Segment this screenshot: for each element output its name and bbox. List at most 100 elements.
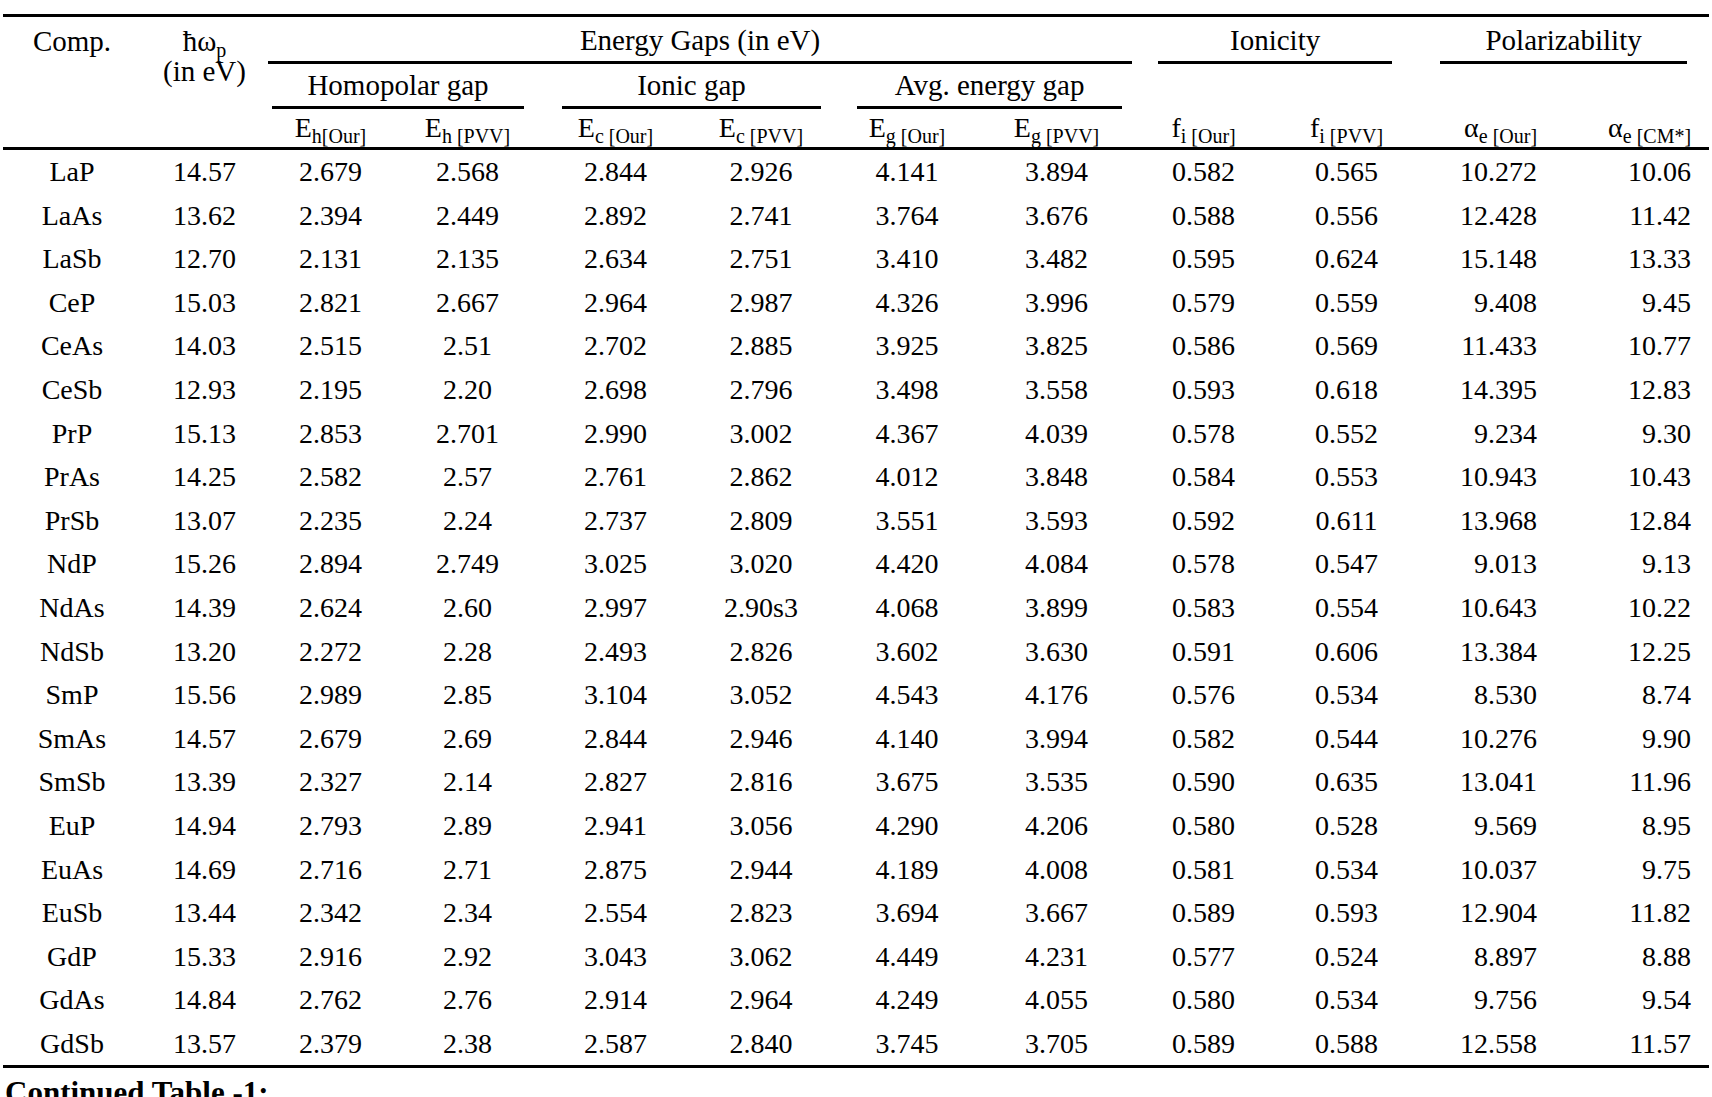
value-cell: 2.24 [393,499,542,543]
value-cell: 2.679 [268,149,393,194]
value-cell: 2.809 [689,499,833,543]
table-row: PrSb13.072.2352.242.7372.8093.5513.5930.… [3,499,1709,543]
value-cell: 2.449 [393,194,542,238]
col-eh-our: Eh[Our] [268,109,393,149]
value-cell: 2.272 [268,630,393,674]
value-cell: 0.578 [1132,412,1275,456]
value-cell: 13.39 [141,760,268,804]
value-cell: 3.745 [833,1022,981,1067]
value-cell: 2.51 [393,324,542,368]
value-cell: 13.20 [141,630,268,674]
value-cell: 2.34 [393,891,542,935]
table-row: SmSb13.392.3272.142.8272.8163.6753.5350.… [3,760,1709,804]
subgroup-spacer [1132,64,1709,109]
value-cell: 9.013 [1418,542,1563,586]
table-row: EuP14.942.7932.892.9413.0564.2904.2060.5… [3,804,1709,848]
col-eg-pvv: Eg [PVV] [981,109,1132,149]
value-cell: 2.892 [542,194,689,238]
value-cell: 3.043 [542,935,689,979]
compound-cell: EuP [3,804,141,848]
value-cell: 2.702 [542,324,689,368]
value-cell: 2.762 [268,978,393,1022]
value-cell: 10.643 [1418,586,1563,630]
value-cell: 2.587 [542,1022,689,1067]
value-cell: 0.592 [1132,499,1275,543]
table-row: CeAs14.032.5152.512.7022.8853.9253.8250.… [3,324,1709,368]
plasmon-unit-label: (in eV) [163,55,246,87]
value-cell: 0.582 [1132,717,1275,761]
value-cell: 2.327 [268,760,393,804]
table-row: NdP15.262.8942.7493.0253.0204.4204.0840.… [3,542,1709,586]
value-cell: 8.88 [1563,935,1709,979]
group-energy-gaps: Energy Gaps (in eV) [268,16,1132,65]
value-cell: 4.326 [833,281,981,325]
value-cell: 0.565 [1275,149,1418,194]
compound-cell: PrAs [3,455,141,499]
value-cell: 2.342 [268,891,393,935]
value-cell: 0.618 [1275,368,1418,412]
value-cell: 11.82 [1563,891,1709,935]
value-cell: 10.943 [1418,455,1563,499]
value-cell: 0.595 [1132,237,1275,281]
table-row: LaAs13.622.3942.4492.8922.7413.7643.6760… [3,194,1709,238]
compound-cell: SmP [3,673,141,717]
value-cell: 2.568 [393,149,542,194]
value-cell: 0.553 [1275,455,1418,499]
value-cell: 13.33 [1563,237,1709,281]
value-cell: 2.20 [393,368,542,412]
value-cell: 2.85 [393,673,542,717]
value-cell: 0.588 [1132,194,1275,238]
value-cell: 3.825 [981,324,1132,368]
value-cell: 3.002 [689,412,833,456]
value-cell: 4.055 [981,978,1132,1022]
table-row: EuSb13.442.3422.342.5542.8233.6943.6670.… [3,891,1709,935]
subgroup-ionic-gap: Ionic gap [542,64,833,109]
value-cell: 3.675 [833,760,981,804]
value-cell: 4.068 [833,586,981,630]
value-cell: 2.493 [542,630,689,674]
table-row: GdSb13.572.3792.382.5872.8403.7453.7050.… [3,1022,1709,1067]
value-cell: 2.379 [268,1022,393,1067]
value-cell: 2.69 [393,717,542,761]
value-cell: 0.583 [1132,586,1275,630]
value-cell: 2.862 [689,455,833,499]
value-cell: 11.57 [1563,1022,1709,1067]
value-cell: 4.008 [981,848,1132,892]
value-cell: 2.71 [393,848,542,892]
value-cell: 3.994 [981,717,1132,761]
value-cell: 3.482 [981,237,1132,281]
value-cell: 13.62 [141,194,268,238]
col-eg-our: Eg [Our] [833,109,981,149]
value-cell: 0.580 [1132,804,1275,848]
table-row: LaP14.572.6792.5682.8442.9264.1413.8940.… [3,149,1709,194]
value-cell: 2.76 [393,978,542,1022]
value-cell: 2.716 [268,848,393,892]
compound-cell: CeP [3,281,141,325]
value-cell: 9.90 [1563,717,1709,761]
value-cell: 2.823 [689,891,833,935]
value-cell: 3.062 [689,935,833,979]
value-cell: 3.551 [833,499,981,543]
value-cell: 2.914 [542,978,689,1022]
value-cell: 0.547 [1275,542,1418,586]
value-cell: 0.611 [1275,499,1418,543]
value-cell: 14.94 [141,804,268,848]
value-cell: 12.70 [141,237,268,281]
value-cell: 0.534 [1275,673,1418,717]
value-cell: 2.701 [393,412,542,456]
properties-table: Comp. ħωp(in eV) Energy Gaps (in eV) Ion… [3,14,1709,1068]
value-cell: 2.28 [393,630,542,674]
compound-cell: LaSb [3,237,141,281]
value-cell: 4.543 [833,673,981,717]
table-row: SmP15.562.9892.853.1043.0524.5434.1760.5… [3,673,1709,717]
value-cell: 2.554 [542,891,689,935]
value-cell: 14.69 [141,848,268,892]
group-ionicity: Ionicity [1132,16,1418,65]
value-cell: 0.578 [1132,542,1275,586]
value-cell: 0.534 [1275,978,1418,1022]
value-cell: 2.761 [542,455,689,499]
value-cell: 8.95 [1563,804,1709,848]
value-cell: 9.45 [1563,281,1709,325]
value-cell: 3.764 [833,194,981,238]
value-cell: 2.989 [268,673,393,717]
